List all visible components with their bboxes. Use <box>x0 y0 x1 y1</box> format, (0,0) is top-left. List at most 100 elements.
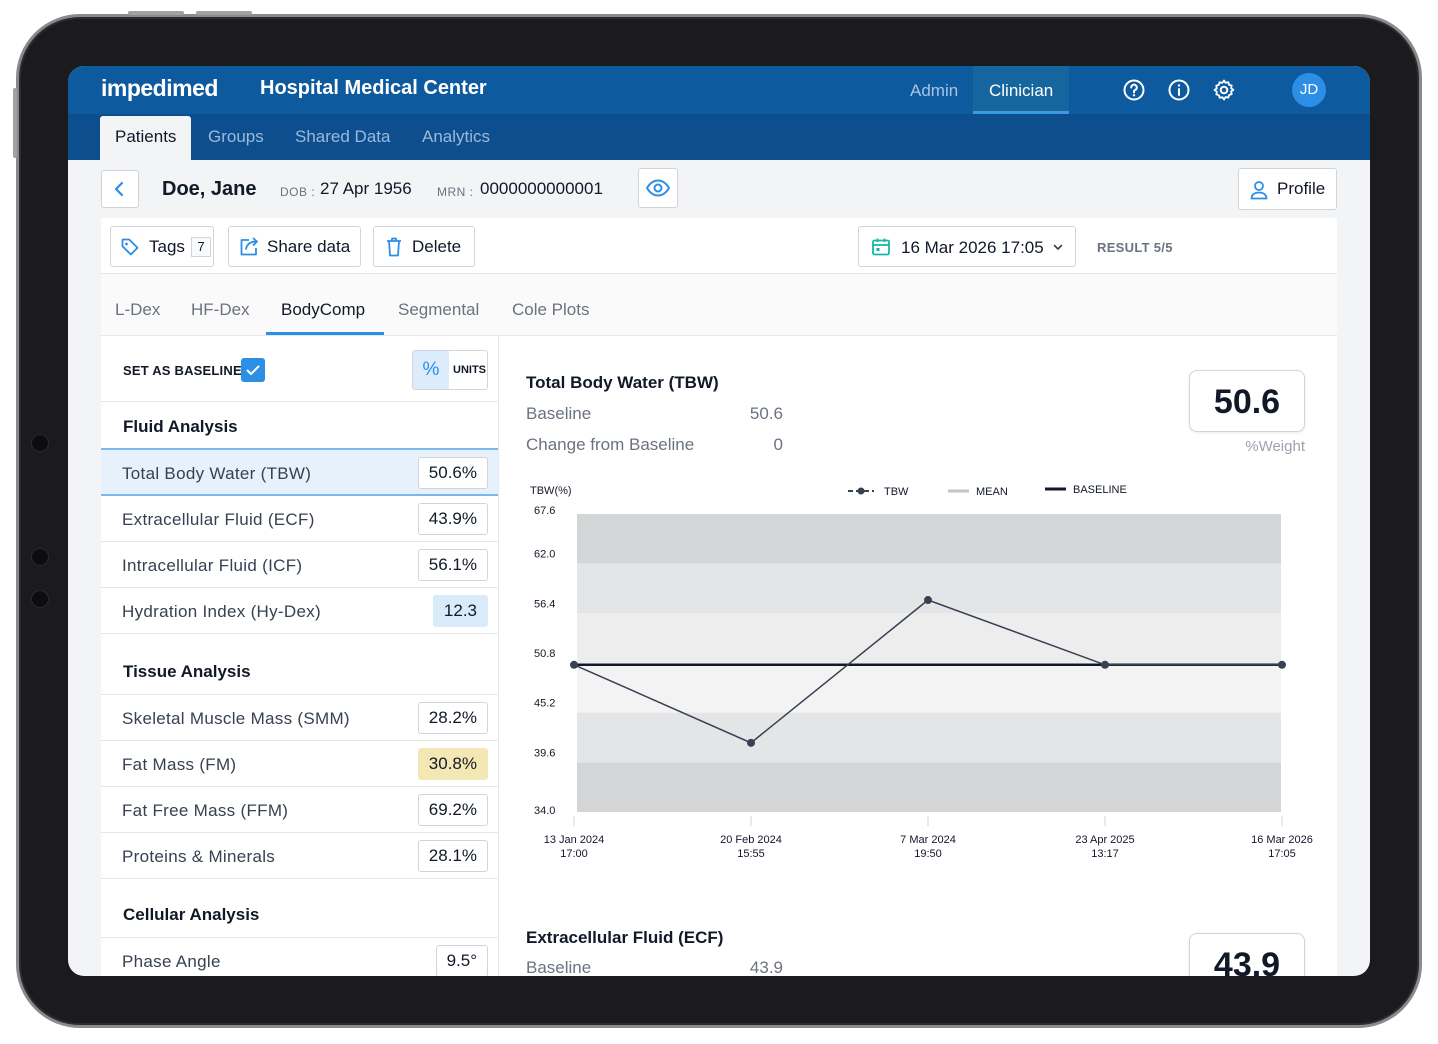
volume-button <box>196 11 252 15</box>
measurement-panel: SET AS BASELINE % UNITS Fluid Analysis T… <box>101 336 499 976</box>
measure-value: 30.8% <box>417 748 488 780</box>
profile-button[interactable]: Profile <box>1238 168 1337 210</box>
result-card: Tags 7 Share data Delete 16 Mar 2026 17:… <box>101 218 1337 976</box>
chart-series <box>570 596 1286 747</box>
chart-x-tick-date: 7 Mar 2024 <box>900 834 956 846</box>
measure-value: 9.5° <box>435 945 488 976</box>
measure-label: Fat Mass (FM) <box>122 755 237 774</box>
calendar-icon <box>872 238 890 256</box>
measure-label: Skeletal Muscle Mass (SMM) <box>122 709 350 728</box>
tag-icon <box>121 238 139 256</box>
chart-y-tick: 45.2 <box>534 698 555 710</box>
camera-icon <box>31 548 49 566</box>
ecf-baseline-value: 43.9 <box>749 958 783 976</box>
measure-label: Fat Free Mass (FFM) <box>122 801 289 820</box>
tags-label: Tags <box>149 237 185 256</box>
main-nav: Patients Groups Shared Data Analytics <box>68 114 1370 160</box>
tab-l-dex[interactable]: L-Dex <box>115 300 161 319</box>
measure-row-smm[interactable]: Skeletal Muscle Mass (SMM) 28.2% <box>101 695 498 741</box>
help-icon[interactable] <box>1122 78 1146 102</box>
patient-bar: Doe, Jane DOB : 27 Apr 1956 MRN : 000000… <box>68 160 1370 218</box>
chart-y-tick: 62.0 <box>534 549 555 561</box>
chart-x-tick-date: 13 Jan 2024 <box>544 834 605 846</box>
measure-row-ffm[interactable]: Fat Free Mass (FFM) 69.2% <box>101 787 498 833</box>
result-date-select[interactable]: 16 Mar 2026 17:05 <box>858 226 1076 267</box>
result-date-value: 16 Mar 2026 17:05 <box>901 238 1044 257</box>
power-button <box>13 88 17 158</box>
share-data-button[interactable]: Share data <box>228 226 361 267</box>
chart-x-tick-date: 20 Feb 2024 <box>720 834 782 846</box>
measure-value: 56.1% <box>417 549 488 581</box>
tbw-trend-chart: TBW(%) TBW MEAN BASELINE 67.6 62.0 56.4 50.… <box>530 484 1313 860</box>
percent-option[interactable]: % <box>413 351 449 389</box>
delete-button[interactable]: Delete <box>373 226 475 267</box>
view-button[interactable] <box>638 168 678 208</box>
mrn-label: MRN : <box>437 185 474 199</box>
tags-button[interactable]: Tags 7 <box>110 226 214 267</box>
user-avatar[interactable]: JD <box>1292 73 1326 107</box>
unit-toggle[interactable]: % UNITS <box>412 350 488 390</box>
logo[interactable]: impedimed <box>101 75 218 101</box>
chevron-down-icon <box>1053 244 1063 250</box>
tbw-point <box>924 596 932 605</box>
result-toolbar: Tags 7 Share data Delete 16 Mar 2026 17:… <box>101 218 1337 274</box>
camera-icon <box>31 434 49 452</box>
settings-icon[interactable] <box>1212 78 1236 102</box>
chart-band <box>577 712 1281 763</box>
user-icon <box>1250 181 1268 200</box>
tbw-baseline-value: 50.6 <box>749 404 783 423</box>
chart-y-tick: 34.0 <box>534 805 555 817</box>
measure-label: Extracellular Fluid (ECF) <box>122 510 315 529</box>
organization-name: Hospital Medical Center <box>260 77 487 99</box>
chart-y-tick: 56.4 <box>534 598 555 610</box>
measure-row-icf[interactable]: Intracellular Fluid (ICF) 56.1% <box>101 542 498 588</box>
chart-y-tick: 50.8 <box>534 648 555 660</box>
share-icon <box>240 237 258 256</box>
result-subtabs: L-Dex HF-Dex BodyComp Segmental Cole Plo… <box>101 274 1337 336</box>
info-icon[interactable] <box>1167 78 1191 102</box>
tab-analytics[interactable]: Analytics <box>422 127 491 146</box>
mrn-value: 0000000000001 <box>480 179 603 198</box>
tags-count-badge: 7 <box>191 237 211 257</box>
measure-value: 69.2% <box>417 794 488 826</box>
section-divider <box>101 937 498 938</box>
tab-shared-data[interactable]: Shared Data <box>295 127 391 146</box>
role-clinician[interactable]: Clinician <box>973 66 1070 114</box>
patient-name: Doe, Jane <box>162 178 257 200</box>
chart-bands <box>577 514 1281 812</box>
chart-y-tick: 67.6 <box>534 505 555 517</box>
chart-y-label: TBW(%) <box>530 485 572 497</box>
measure-row-proteins[interactable]: Proteins & Minerals 28.1% <box>101 833 498 879</box>
role-admin[interactable]: Admin <box>910 81 959 100</box>
top-header: impedimed Hospital Medical Center Admin … <box>68 66 1370 114</box>
tab-groups[interactable]: Groups <box>208 127 264 146</box>
chart-x-tick-date: 23 Apr 2025 <box>1075 834 1134 846</box>
measure-row-tbw[interactable]: Total Body Water (TBW) 50.6% <box>101 450 498 496</box>
chart-x-tick-time: 15:55 <box>737 848 765 860</box>
tab-segmental[interactable]: Segmental <box>398 300 480 319</box>
legend-baseline-label: BASELINE <box>1073 484 1127 496</box>
chart-x-tick-time: 17:05 <box>1268 848 1296 860</box>
set-as-baseline-checkbox[interactable] <box>241 358 265 382</box>
trash-icon <box>387 237 401 257</box>
tbw-change-label: Change from Baseline <box>526 435 695 454</box>
measure-label: Proteins & Minerals <box>122 847 276 866</box>
legend-tbw-label: TBW <box>884 486 909 498</box>
tab-hf-dex[interactable]: HF-Dex <box>191 300 250 319</box>
tab-patients[interactable]: Patients <box>100 116 192 160</box>
section-divider <box>101 448 498 450</box>
fluid-analysis-title: Fluid Analysis <box>123 417 238 436</box>
measure-row-hydration[interactable]: Hydration Index (Hy-Dex) 12.3 <box>101 588 498 634</box>
tab-bodycomp[interactable]: BodyComp <box>281 300 366 319</box>
tab-cole-plots[interactable]: Cole Plots <box>512 300 590 319</box>
units-option[interactable]: UNITS <box>453 364 486 376</box>
ecf-big-value: 43.9 <box>1189 933 1305 976</box>
back-button[interactable] <box>101 170 139 208</box>
measure-row-phase-angle[interactable]: Phase Angle 9.5° <box>101 938 498 976</box>
measure-row-fm[interactable]: Fat Mass (FM) 30.8% <box>101 741 498 787</box>
tbw-point <box>570 660 578 669</box>
measure-row-ecf[interactable]: Extracellular Fluid (ECF) 43.9% <box>101 496 498 542</box>
chart-band <box>577 762 1281 812</box>
tbw-title: Total Body Water (TBW) <box>526 373 719 392</box>
measure-value: 28.1% <box>417 840 488 872</box>
